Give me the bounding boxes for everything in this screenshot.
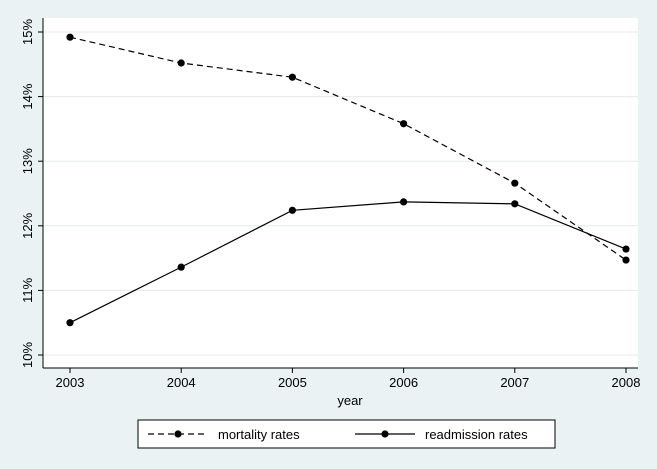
data-point — [288, 73, 296, 81]
data-point — [400, 198, 408, 206]
series-layer — [66, 33, 630, 327]
legend-label-1: readmission rates — [425, 427, 528, 442]
y-tick-label: 12% — [20, 212, 35, 238]
legend: mortality rates readmission rates — [137, 419, 556, 449]
data-point — [622, 256, 630, 264]
x-tick-label: 2008 — [612, 375, 641, 390]
y-tick-label: 14% — [20, 83, 35, 109]
x-tick-label: 2004 — [167, 375, 196, 390]
x-tick-label: 2003 — [56, 375, 85, 390]
data-point — [400, 120, 408, 128]
legend-marker-0 — [174, 430, 182, 438]
data-point — [511, 179, 519, 187]
grid-lines — [43, 31, 638, 356]
data-point — [177, 263, 185, 271]
data-point — [288, 206, 296, 214]
legend-box — [137, 419, 556, 449]
x-tick-label: 2007 — [500, 375, 529, 390]
y-tick-label: 13% — [20, 148, 35, 174]
series-line-1 — [69, 201, 627, 324]
x-tick-label: 2006 — [389, 375, 418, 390]
y-tick-label: 11% — [20, 277, 35, 302]
x-tick-label: 2005 — [278, 375, 307, 390]
legend-label-0: mortality rates — [218, 427, 300, 442]
legend-marker-1 — [381, 430, 389, 438]
y-tick-label: 10% — [20, 342, 35, 368]
data-point — [511, 200, 519, 208]
series-line-0 — [69, 36, 627, 261]
data-point — [66, 319, 74, 327]
data-point — [177, 59, 185, 67]
y-tick-label: 15% — [20, 19, 35, 45]
data-point — [622, 245, 630, 253]
axes: 10% 11% 12% 13% 14% 15% 2003 2004 2005 2006 2007 20… — [20, 18, 640, 390]
x-axis-title: year — [337, 393, 363, 408]
data-point — [66, 33, 74, 41]
plot-area — [43, 18, 638, 368]
